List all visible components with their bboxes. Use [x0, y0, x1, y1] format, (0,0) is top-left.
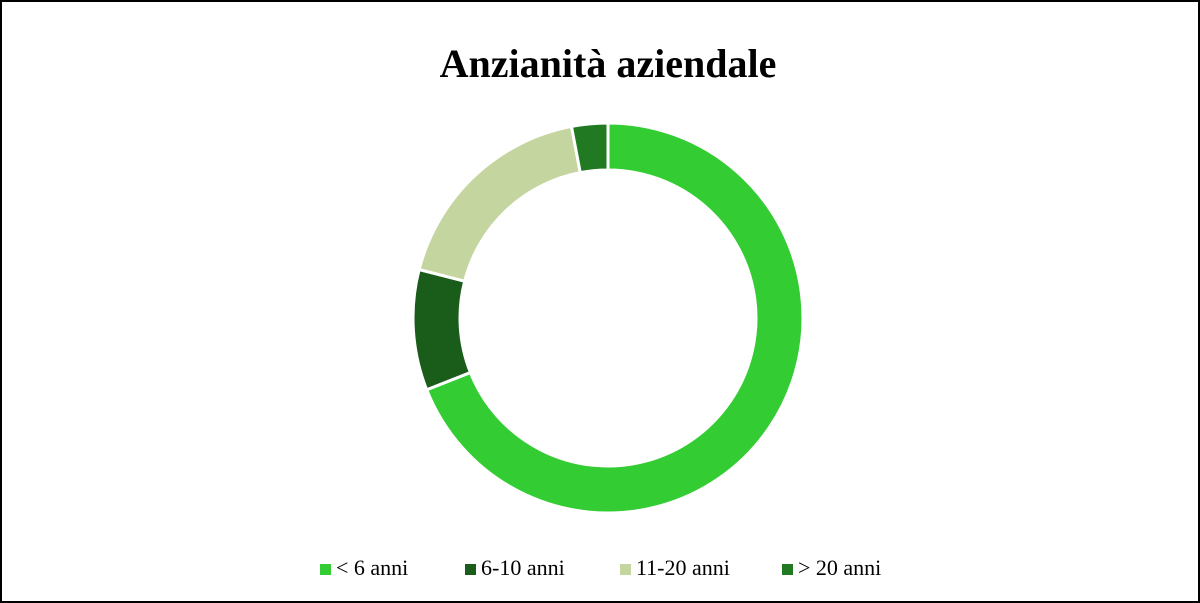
legend-label: < 6 anni: [336, 555, 408, 580]
legend-label: 6-10 anni: [481, 555, 565, 580]
legend-swatch: [782, 564, 793, 575]
legend-swatch: [465, 564, 476, 575]
donut-segment: [569, 121, 610, 175]
chart-title: Anzianità aziendale: [440, 41, 777, 86]
donut-segment: [424, 121, 805, 515]
legend-swatch: [620, 564, 631, 575]
legend-swatch: [320, 564, 331, 575]
legend-label: 11-20 anni: [636, 555, 730, 580]
legend-label: > 20 anni: [798, 555, 881, 580]
